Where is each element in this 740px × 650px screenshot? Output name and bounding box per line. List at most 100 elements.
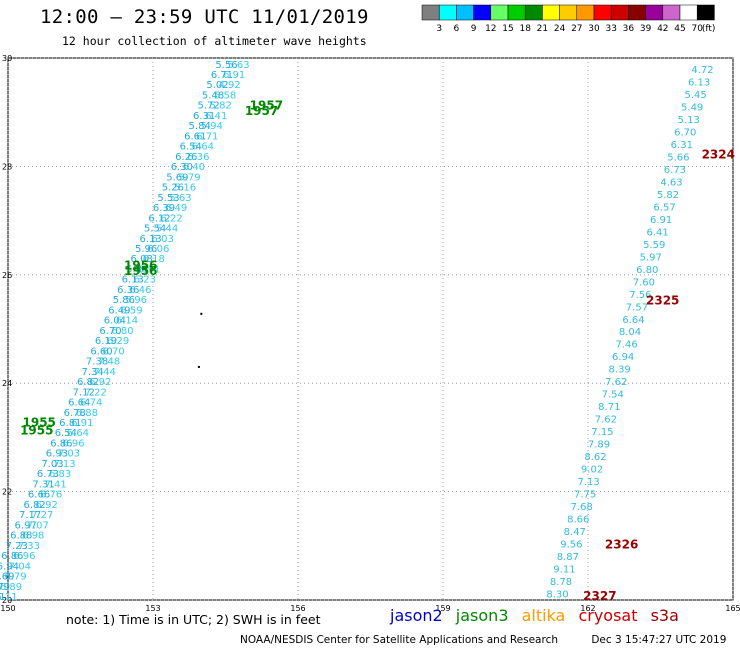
wave-height-label: 6.41 (647, 227, 669, 238)
wave-height-label: 6.89 (0, 582, 22, 593)
wave-height-label: 5.56 (215, 60, 237, 71)
wave-height-label: 5.26 (162, 183, 184, 194)
wave-height-label: 5.82 (210, 101, 232, 112)
wave-height-label: 5.48 (202, 90, 224, 101)
wave-height-label: 6.94 (612, 352, 634, 363)
x-tick-label: 153 (145, 604, 160, 613)
wave-height-label: 5.66 (667, 153, 689, 164)
wave-height-label: 5.53 (157, 193, 179, 204)
y-tick-label: 24 (2, 379, 12, 388)
wave-height-label: 6.79 (4, 572, 26, 583)
wave-height-label: 6.98 (22, 531, 44, 542)
wave-height-label: 7.03 (58, 449, 80, 460)
wave-height-label: 6.13 (139, 234, 161, 245)
footer-timestamp: Dec 3 15:47:27 UTC 2019 (591, 634, 727, 646)
wave-height-label: 6.39 (153, 203, 175, 214)
y-tick-label: 28 (2, 162, 12, 171)
wave-height-label: 6.03 (152, 234, 174, 245)
wave-height-label: 6.29 (107, 336, 129, 347)
wave-height-label: 6.11 (0, 592, 18, 603)
time-label: 1957 (250, 98, 283, 112)
wave-height-label: 8.87 (557, 552, 579, 563)
wave-height-label: 6.36 (117, 285, 139, 296)
wave-height-label: 6.66 (28, 490, 50, 501)
wave-height-label: 7.46 (615, 340, 637, 351)
wave-height-label: 6.97 (15, 520, 37, 531)
wave-height-label: 7.41 (44, 479, 66, 490)
legend-cryosat: cryosat (578, 606, 638, 625)
colorbar-swatch (610, 4, 629, 21)
wave-height-label: 6.64 (68, 398, 90, 409)
wave-height-label: 4.92 (218, 80, 240, 91)
wave-height-label: 5.58 (214, 90, 236, 101)
wave-height-label: 6.64 (622, 315, 644, 326)
colorbar-label: 9 (471, 24, 477, 34)
wave-height-label: 6.19 (95, 336, 117, 347)
axis-ticks: 150 153 156 159 162 165 20 22 24 26 28 30 (0, 54, 740, 613)
wave-height-label: 6.40 (183, 162, 205, 173)
x-tick-label: 162 (580, 604, 595, 613)
colorbar-label: 36 (623, 24, 635, 34)
wave-height-label: 7.62 (595, 415, 617, 426)
wave-height-label: 7.34 (81, 367, 103, 378)
wave-height-label: 6.69 (0, 572, 15, 583)
wave-height-label: 5.72 (197, 101, 219, 112)
wave-height-label: 8.66 (567, 514, 589, 525)
wave-height-label: 6.23 (134, 275, 156, 286)
wave-height-label: 7.48 (98, 357, 120, 368)
wave-height-label: 6.71 (196, 131, 218, 142)
wave-height-label: 6.13 (122, 275, 144, 286)
wave-height-label: 7.89 (588, 440, 610, 451)
colorbar-label: 18 (519, 24, 531, 34)
wave-height-label: 7.44 (94, 367, 116, 378)
plot-border (7, 57, 734, 601)
colorbar-label: 45 (674, 24, 685, 34)
colorbar-label: 70 (691, 24, 703, 34)
wave-height-label: 6.06 (147, 244, 169, 255)
wave-height-label: 6.73 (37, 469, 59, 480)
wave-height-label: 5.59 (643, 240, 665, 251)
y-tick-label: 20 (2, 596, 12, 605)
wave-height-label: 6.60 (90, 346, 112, 357)
wave-height-label: 5.94 (201, 121, 223, 132)
wave-height-label: 8.71 (598, 402, 620, 413)
colorbar-unit: (ft) (702, 24, 716, 34)
time-label: 1956 (124, 264, 157, 278)
wave-height-label: 6.78 (64, 408, 86, 419)
wave-height-label: 5.16 (174, 183, 196, 194)
wave-height-label: 7.22 (85, 387, 107, 398)
wave-height-label: 6.74 (80, 398, 102, 409)
wave-height-label: 6.94 (0, 561, 19, 572)
wave-height-label: 6.22 (160, 213, 182, 224)
wave-height-label: 6.08 (131, 254, 153, 265)
marker-dots (197, 312, 203, 368)
wave-height-label: 6.46 (129, 285, 151, 296)
wave-height-label: 8.78 (550, 577, 572, 588)
wave-height-label: 7.15 (591, 427, 613, 438)
plot-frame (7, 57, 734, 601)
y-tick-label: 30 (2, 54, 12, 63)
colorbar-swatch (679, 4, 698, 21)
colorbar-swatch (473, 4, 492, 21)
wave-height-label: 6.57 (653, 202, 675, 213)
colorbar-label: 3 (436, 24, 442, 34)
wave-height-label: 5.91 (138, 264, 160, 275)
wave-height-label: 7.04 (9, 561, 31, 572)
y-tick-label: 22 (2, 488, 12, 497)
wave-height-label: 6.88 (76, 408, 98, 419)
wave-height-label: 6.12 (148, 213, 170, 224)
x-tick-label: 165 (725, 604, 740, 613)
wave-height-label: 6.54 (55, 428, 77, 439)
east-track: 4.72 6.135.45 5.495.13 6.706.31 5.666.734.63… (546, 65, 713, 600)
note-text: note: 1) Time is in UTC; 2) SWH is in fe… (66, 612, 321, 627)
wave-height-label: 6.86 (50, 438, 72, 449)
wave-height-label: 5.86 (113, 295, 135, 306)
footer: NOAA/NESDIS Center for Satellite Applica… (240, 634, 726, 646)
wave-height-label: 7.27 (31, 510, 53, 521)
wave-height-label: 6.91 (71, 418, 93, 429)
wave-height-label: 4.72 (691, 65, 713, 76)
time-label: 1955 (23, 416, 56, 430)
wave-height-label: 5.63 (169, 193, 191, 204)
wave-height-label: 7.54 (602, 390, 624, 401)
